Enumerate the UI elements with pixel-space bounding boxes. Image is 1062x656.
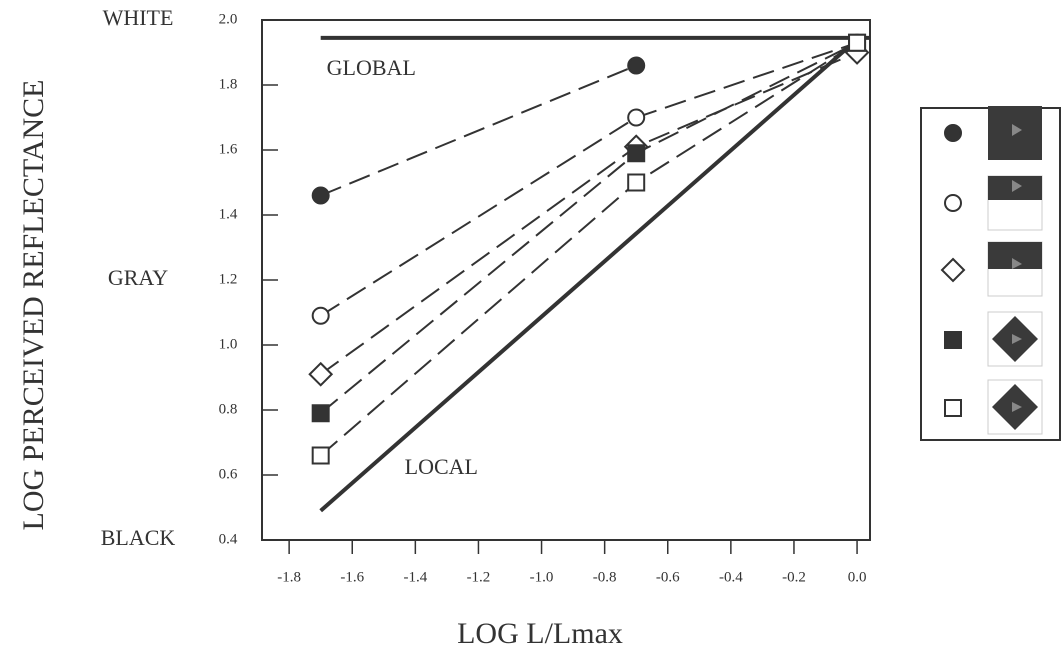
x-tick-label: -1.6 — [340, 569, 364, 585]
data-point — [627, 173, 646, 192]
x-tick-label: -0.4 — [719, 569, 743, 585]
y-tick-label: 1.4 — [219, 206, 238, 222]
y-axis-title: LOG PERCEIVED REFLECTANCE — [17, 80, 50, 531]
reference-label: LOCAL — [405, 454, 478, 479]
y-scale-label: BLACK — [101, 525, 176, 550]
data-point — [311, 186, 330, 205]
legend-marker — [940, 257, 966, 283]
x-tick-label: -1.0 — [530, 569, 554, 585]
legend-icon — [987, 311, 1043, 367]
y-tick-label: 1.8 — [219, 76, 238, 92]
legend-icon — [987, 379, 1043, 435]
plot-frame — [261, 19, 871, 541]
y-tick-label: 2.0 — [219, 11, 238, 27]
x-tick-label: 0.0 — [848, 569, 867, 585]
series-line — [320, 64, 637, 197]
series-line — [320, 41, 858, 415]
x-tick-label: -0.6 — [656, 569, 680, 585]
data-point — [311, 306, 330, 325]
legend-icon — [988, 106, 1042, 160]
legend-marker — [944, 194, 962, 212]
legend-icon — [987, 175, 1043, 231]
x-tick-label: -1.8 — [277, 569, 301, 585]
legend-marker — [944, 331, 962, 349]
y-tick-label: 0.8 — [219, 401, 238, 417]
x-tick-label: -0.8 — [593, 569, 617, 585]
y-tick-label: 1.6 — [219, 141, 238, 157]
y-tick-label: 0.6 — [219, 466, 238, 482]
y-tick-label: 1.0 — [219, 336, 238, 352]
x-tick-label: -1.2 — [467, 569, 491, 585]
data-point — [627, 108, 646, 127]
x-tick-label: -1.4 — [403, 569, 427, 585]
legend-icon — [987, 241, 1043, 297]
reference-label: GLOBAL — [327, 55, 416, 80]
data-point — [308, 361, 334, 387]
x-tick-label: -0.2 — [782, 569, 806, 585]
data-point — [627, 144, 646, 163]
y-tick-label: 0.4 — [219, 531, 238, 547]
data-point — [311, 446, 330, 465]
data-point — [627, 56, 646, 75]
y-scale-label: WHITE — [103, 5, 174, 30]
y-tick-label: 1.2 — [219, 271, 238, 287]
legend-marker — [944, 124, 962, 142]
data-point — [311, 404, 330, 423]
series-line — [320, 41, 858, 457]
legend — [920, 106, 1061, 441]
legend-marker — [944, 399, 962, 417]
data-point — [848, 33, 867, 52]
y-scale-label: GRAY — [108, 265, 168, 290]
series-line — [320, 51, 858, 376]
reference-line — [319, 37, 859, 513]
x-axis-title: LOG L/Lmax — [457, 617, 623, 650]
